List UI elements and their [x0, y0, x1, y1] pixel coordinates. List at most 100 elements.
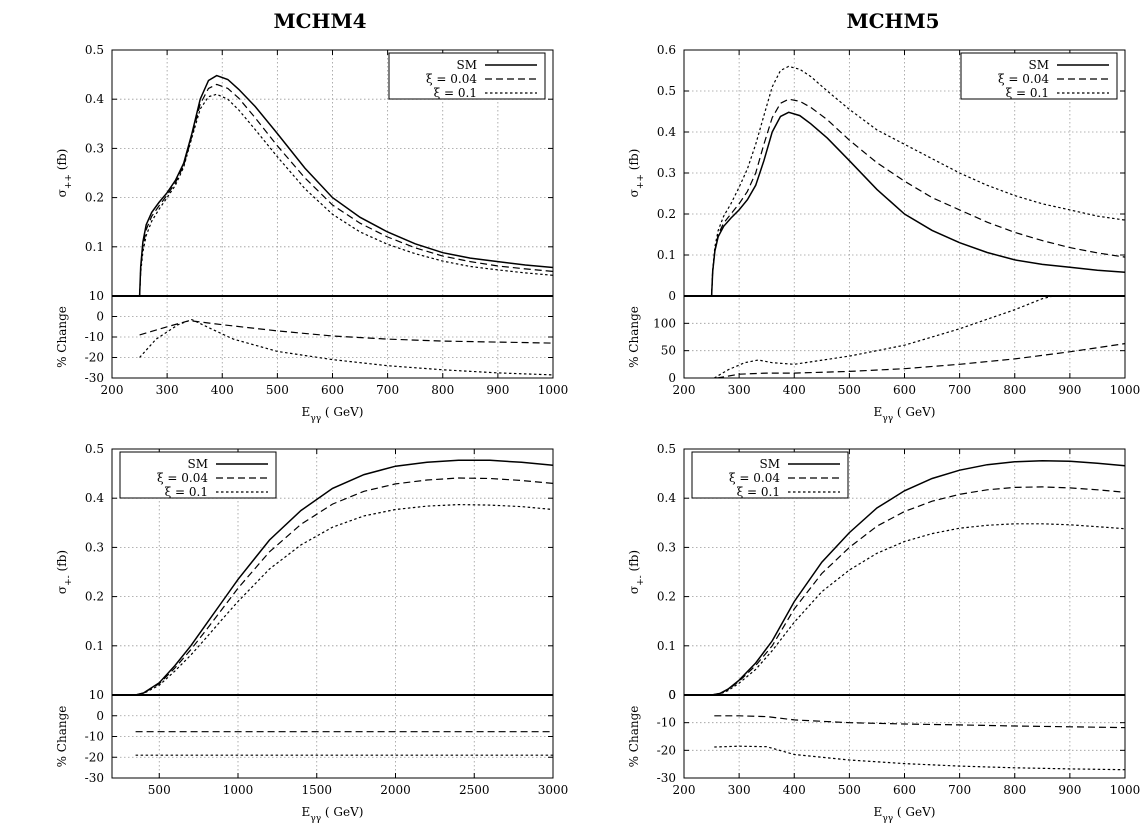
- y-tick-label: 0.4: [657, 491, 676, 505]
- series-line-xi-01: [711, 523, 1125, 695]
- x-tick-label: 400: [211, 383, 234, 397]
- chart-panel-mchm4_bottom: 500 1000 1500 2000 2500 3000 0.1 0.2 0.3 0.4 0.5 -3…: [55, 442, 568, 824]
- ratio-y-axis-label: % Change: [627, 706, 641, 768]
- series-line-sm: [711, 460, 1125, 695]
- y-tick-label: 0.1: [85, 639, 104, 653]
- legend: SMξ = 0.04ξ = 0.1: [691, 451, 849, 499]
- y-tick-label: 0.4: [85, 92, 104, 106]
- x-tick-label: 500: [266, 383, 289, 397]
- x-tick-label: 300: [728, 783, 751, 797]
- legend-label: ξ = 0.1: [737, 485, 780, 499]
- ratio-y-tick-label: 0: [668, 371, 676, 385]
- x-tick-label: 3000: [538, 783, 569, 797]
- legend-box: [119, 451, 277, 499]
- plot-frame: [111, 49, 554, 379]
- y-tick-label: 0.2: [85, 191, 104, 205]
- y-tick-label: 0.3: [85, 141, 104, 155]
- x-axis-label: Eγγ ( GeV): [874, 405, 936, 424]
- ratio-y-axis-label: % Change: [627, 306, 641, 368]
- x-tick-label: 1000: [223, 783, 254, 797]
- ratio-y-tick-label: 0: [96, 310, 104, 324]
- ratio-y-tick-label: 50: [661, 344, 676, 358]
- y-tick-label: 0.5: [85, 43, 104, 57]
- x-tick-label: 500: [838, 383, 861, 397]
- y-tick-label: 0.3: [85, 540, 104, 554]
- x-tick-label: 700: [948, 383, 971, 397]
- y-tick-label: 0.1: [657, 639, 676, 653]
- ratio-y-tick-label: -10: [85, 330, 104, 344]
- x-tick-label: 900: [1058, 783, 1081, 797]
- column-title-mchm4: MCHM4: [273, 9, 366, 33]
- legend-box: [388, 52, 546, 100]
- y-tick-label: 0.2: [657, 207, 676, 221]
- series-line-xi-01: [711, 65, 1125, 296]
- x-tick-label: 600: [321, 383, 344, 397]
- legend: SMξ = 0.04ξ = 0.1: [119, 451, 277, 499]
- x-tick-label: 700: [376, 383, 399, 397]
- x-tick-label: 400: [783, 383, 806, 397]
- x-tick-label: 200: [101, 383, 124, 397]
- legend-box: [691, 451, 849, 499]
- x-tick-label: 1500: [301, 783, 332, 797]
- legend-label: ξ = 0.04: [998, 72, 1049, 86]
- y-tick-label: 0.2: [85, 590, 104, 604]
- ratio-y-tick-label: -10: [657, 716, 676, 730]
- ratio-line-xi-01: [713, 296, 1054, 378]
- legend-label: SM: [759, 457, 780, 471]
- x-tick-label: 600: [893, 783, 916, 797]
- series-line-sm: [710, 111, 1125, 296]
- x-axis-label: Eγγ ( GeV): [874, 805, 936, 824]
- ratio-line-xi-004: [716, 343, 1125, 378]
- x-tick-label: 900: [486, 383, 509, 397]
- series-line-xi-004: [135, 477, 553, 695]
- plot-frame: [111, 448, 554, 779]
- ratio-y-tick-label: 10: [89, 289, 104, 303]
- x-tick-label: 900: [1058, 383, 1081, 397]
- series-line-xi-004: [139, 83, 553, 296]
- ratio-line-xi-01: [714, 745, 1125, 771]
- legend-label: ξ = 0.1: [434, 86, 477, 100]
- x-tick-label: 200: [673, 383, 696, 397]
- legend-label: SM: [1028, 58, 1049, 72]
- ratio-y-tick-label: -30: [657, 771, 676, 785]
- ratio-y-axis-label: % Change: [55, 306, 69, 368]
- column-title-mchm5: MCHM5: [846, 9, 939, 33]
- x-tick-label: 400: [783, 783, 806, 797]
- x-tick-label: 800: [431, 383, 454, 397]
- legend-label: ξ = 0.1: [1006, 86, 1049, 100]
- y-tick-label: 0.3: [657, 540, 676, 554]
- ratio-y-tick-label: 100: [653, 316, 676, 330]
- y-tick-label: 0.2: [657, 590, 676, 604]
- ratio-line-xi-004: [139, 319, 553, 344]
- legend: SMξ = 0.04ξ = 0.1: [960, 52, 1118, 100]
- ratio-y-tick-label: -10: [85, 730, 104, 744]
- ratio-y-tick-label: -20: [85, 351, 104, 365]
- legend-label: ξ = 0.1: [165, 485, 208, 499]
- x-tick-label: 700: [948, 783, 971, 797]
- ratio-line-xi-01: [139, 318, 553, 376]
- ratio-y-tick-label: 0: [96, 709, 104, 723]
- x-tick-label: 600: [893, 383, 916, 397]
- x-tick-label: 2500: [459, 783, 490, 797]
- ratio-y-tick-label: -30: [85, 771, 104, 785]
- legend-label: SM: [456, 58, 477, 72]
- ratio-y-tick-label: 0: [668, 688, 676, 702]
- series-line-xi-01: [139, 93, 553, 296]
- x-tick-label: 1000: [1110, 783, 1141, 797]
- series-line-xi-004: [711, 486, 1125, 695]
- y-axis-label: σ+- (fb): [55, 550, 74, 594]
- x-tick-label: 200: [673, 783, 696, 797]
- legend-label: ξ = 0.04: [157, 471, 208, 485]
- chart-panel-mchm4_top: 200 300 400 500 600 700 800 900 1000 0.1 0.2 0.3 0.4…: [55, 43, 568, 424]
- ratio-y-tick-label: -20: [657, 743, 676, 757]
- series-line-sm: [138, 74, 553, 296]
- y-tick-label: 0.6: [657, 43, 676, 57]
- series-line-xi-004: [711, 98, 1125, 296]
- x-tick-label: 800: [1003, 383, 1026, 397]
- y-axis-label: σ++ (fb): [627, 149, 646, 198]
- x-tick-label: 500: [838, 783, 861, 797]
- y-tick-label: 0.4: [85, 491, 104, 505]
- x-tick-label: 300: [156, 383, 179, 397]
- plot-frame: [683, 448, 1126, 779]
